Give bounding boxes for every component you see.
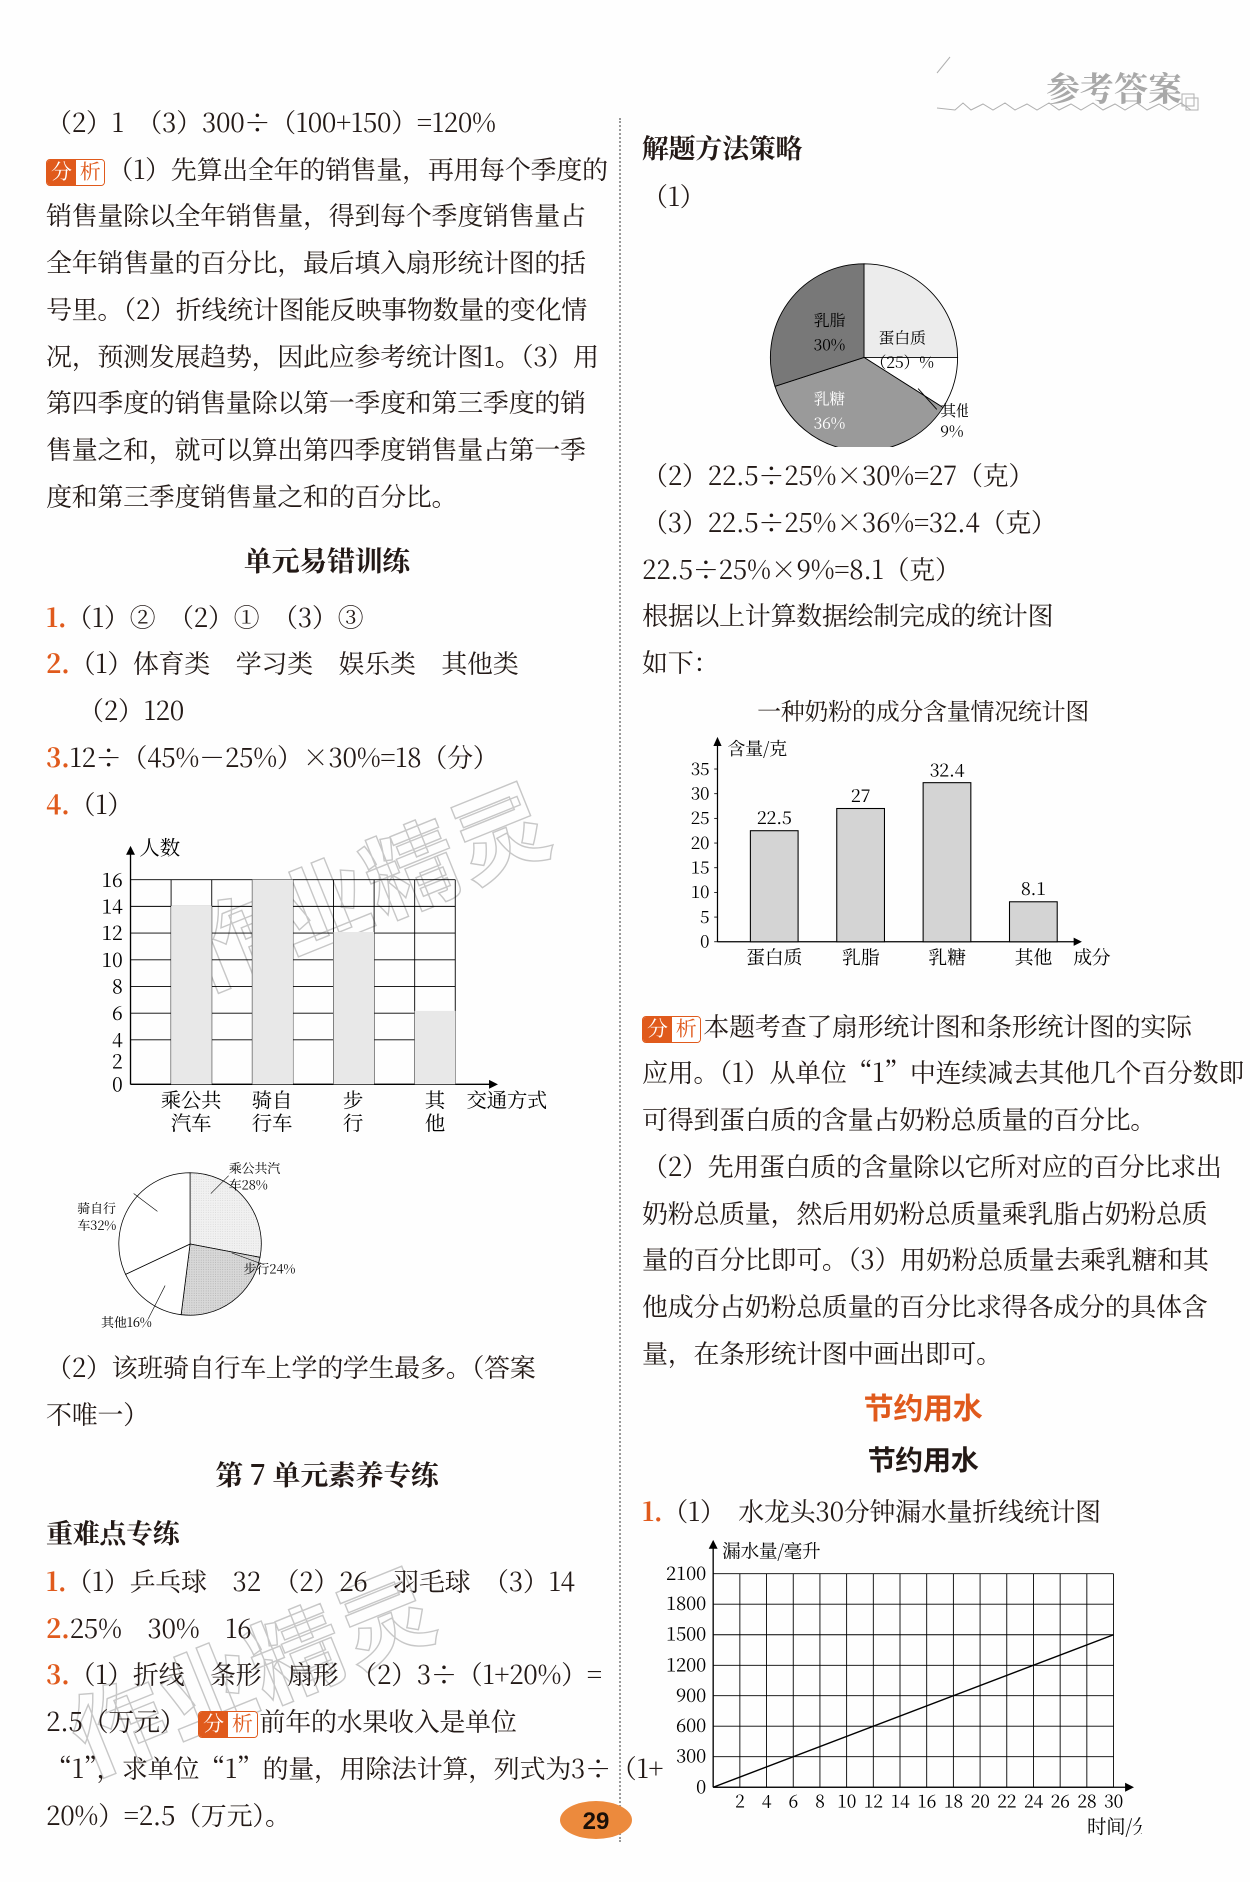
svg-text:8: 8 <box>815 1789 825 1814</box>
svg-text:行车: 行车 <box>252 1107 292 1132</box>
svg-text:步行24%: 步行24% <box>244 1259 296 1278</box>
svg-text:0: 0 <box>112 1069 123 1098</box>
svg-text:他: 他 <box>425 1107 445 1132</box>
svg-text:16: 16 <box>917 1789 936 1814</box>
svg-text:乳脂: 乳脂 <box>842 943 880 970</box>
svg-text:其他: 其他 <box>1015 943 1053 970</box>
svg-text:1800: 1800 <box>666 1589 706 1616</box>
svg-text:乳糖: 乳糖 <box>814 387 846 410</box>
svg-text:9%: 9% <box>940 419 963 442</box>
svg-text:人数: 人数 <box>139 832 179 861</box>
svg-text:0: 0 <box>700 928 709 953</box>
svg-text:20: 20 <box>691 829 710 854</box>
svg-text:5: 5 <box>700 903 709 928</box>
svg-text:1500: 1500 <box>666 1619 706 1646</box>
svg-text:1200: 1200 <box>666 1651 706 1678</box>
svg-text:16: 16 <box>102 864 123 893</box>
svg-text:14: 14 <box>890 1789 910 1814</box>
svg-text:行: 行 <box>343 1107 363 1132</box>
svg-text:乳脂: 乳脂 <box>814 308 846 331</box>
svg-text:32.4: 32.4 <box>930 756 965 782</box>
svg-text:22: 22 <box>997 1789 1016 1814</box>
svg-text:14: 14 <box>102 891 123 920</box>
svg-text:20: 20 <box>971 1789 990 1814</box>
svg-text:0: 0 <box>696 1772 706 1799</box>
svg-text:8.1: 8.1 <box>1021 875 1046 901</box>
svg-text:15: 15 <box>691 853 710 878</box>
svg-text:汽车: 汽车 <box>171 1107 211 1132</box>
svg-text:12: 12 <box>102 917 123 946</box>
svg-text:300: 300 <box>676 1741 706 1768</box>
svg-text:2: 2 <box>735 1789 745 1814</box>
svg-text:8: 8 <box>112 971 123 1000</box>
svg-text:18: 18 <box>944 1789 963 1814</box>
svg-text:600: 600 <box>676 1711 706 1738</box>
svg-text:乳糖: 乳糖 <box>928 943 966 970</box>
svg-text:900: 900 <box>676 1681 706 1708</box>
svg-text:26: 26 <box>1051 1789 1070 1814</box>
svg-text:10: 10 <box>102 944 123 973</box>
svg-text:22.5: 22.5 <box>757 804 792 830</box>
svg-text:10: 10 <box>837 1789 856 1814</box>
svg-text:漏水量/毫升: 漏水量/毫升 <box>722 1538 820 1564</box>
svg-text:30%: 30% <box>814 333 846 356</box>
svg-text:6: 6 <box>112 997 123 1026</box>
svg-text:蛋白质: 蛋白质 <box>879 326 926 349</box>
svg-text:36%: 36% <box>814 411 846 434</box>
svg-text:27: 27 <box>851 782 870 808</box>
svg-text:（25）%: （25）% <box>870 350 933 373</box>
svg-text:30: 30 <box>691 779 710 804</box>
svg-text:其他: 其他 <box>940 398 968 421</box>
svg-text:时间/分: 时间/分 <box>1087 1810 1142 1839</box>
svg-text:2100: 2100 <box>666 1559 706 1586</box>
svg-text:其他16%: 其他16% <box>101 1312 152 1331</box>
svg-text:35: 35 <box>691 755 710 780</box>
svg-text:25: 25 <box>691 804 710 829</box>
svg-text:成分: 成分 <box>1073 943 1111 970</box>
svg-text:蛋白质: 蛋白质 <box>746 943 802 970</box>
svg-text:含量/克: 含量/克 <box>727 735 787 761</box>
svg-text:交通方式: 交通方式 <box>466 1084 546 1114</box>
svg-text:6: 6 <box>788 1789 798 1814</box>
svg-text:车28%: 车28% <box>229 1174 268 1193</box>
svg-text:24: 24 <box>1024 1789 1044 1814</box>
svg-text:10: 10 <box>691 878 710 903</box>
svg-text:4: 4 <box>762 1789 772 1814</box>
svg-text:车32%: 车32% <box>77 1215 116 1234</box>
svg-text:12: 12 <box>864 1789 883 1814</box>
